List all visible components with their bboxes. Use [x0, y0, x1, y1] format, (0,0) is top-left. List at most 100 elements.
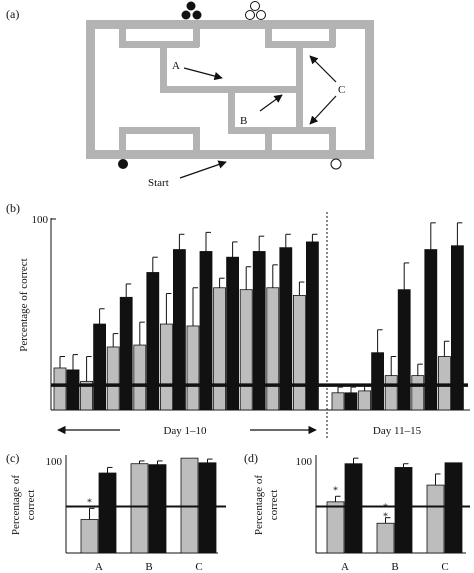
- panel-d-y-axis-label-line2: correct: [268, 490, 280, 521]
- panel-b-y-tick-100: 100: [32, 214, 49, 226]
- maze-wall: [119, 29, 126, 47]
- bar-gray: [426, 484, 445, 554]
- maze-wall: [228, 86, 235, 134]
- panel-c-label: (c): [6, 451, 19, 465]
- arrow-c-top: [309, 55, 337, 83]
- bar-gray: [331, 392, 345, 411]
- panel-a: (a): [6, 1, 374, 189]
- bar-gray: [130, 463, 149, 554]
- filled-cue-icon: [181, 10, 191, 20]
- panel-b-y-axis-label: Percentage of correct: [18, 258, 30, 351]
- maze-wall: [265, 41, 335, 48]
- significance-marker: *: [383, 503, 388, 514]
- bar-gray: [159, 323, 173, 411]
- bar-black: [66, 369, 80, 411]
- arrow-b: [259, 94, 283, 112]
- panel-b-label: (b): [6, 201, 20, 215]
- bar-gray: [326, 501, 345, 554]
- maze-wall: [193, 127, 200, 150]
- panel-a-label: (a): [6, 7, 19, 21]
- bar-gray: [358, 390, 372, 411]
- bar-black: [397, 289, 411, 411]
- maze-wall: [160, 48, 167, 92]
- maze-wall: [119, 41, 199, 48]
- bar-gray: [186, 325, 200, 411]
- period-2-label: Day 11–15: [373, 425, 422, 437]
- panel-c-x-tick-b: B: [145, 561, 152, 573]
- panel-c-x-tick-c: C: [195, 561, 202, 573]
- panel-c: (c) 100 Percentage of correct A * B C: [6, 451, 226, 573]
- significance-marker: *: [383, 512, 388, 523]
- bar-gray: [384, 375, 398, 411]
- maze-start-label: Start: [148, 177, 169, 189]
- bar-gray: [53, 367, 67, 411]
- maze-wall: [86, 20, 95, 159]
- bar-black: [371, 352, 385, 411]
- arrow-start: [179, 160, 227, 179]
- significance-marker: *: [87, 497, 92, 508]
- filled-cue-icon: [118, 159, 128, 169]
- bar-black: [119, 296, 133, 411]
- panel-c-y-axis-label-line1: Percentage of: [10, 475, 22, 535]
- panel-c-y-tick-100: 100: [46, 456, 63, 468]
- bar-gray: [133, 344, 147, 411]
- maze-wall: [86, 20, 374, 29]
- filled-cue-icon: [192, 10, 202, 20]
- panel-d-label: (d): [244, 451, 258, 465]
- significance-marker: *: [333, 485, 338, 496]
- maze-wall: [265, 127, 335, 134]
- bar-black: [148, 464, 167, 554]
- panel-b-bars: [53, 222, 464, 411]
- maze-walls: [86, 20, 374, 159]
- bar-black: [344, 392, 358, 411]
- bar-black: [344, 463, 363, 554]
- open-cue-icon: [330, 158, 342, 170]
- maze-label-b: B: [240, 115, 247, 127]
- filled-cue-icon: [186, 1, 196, 11]
- maze-wall: [86, 150, 374, 159]
- maze-wall: [329, 127, 336, 150]
- panel-d-bars: A*B**C: [326, 457, 463, 573]
- bar-gray: [437, 356, 451, 411]
- open-cue-icon: [256, 10, 266, 20]
- bar-black: [98, 472, 117, 554]
- panel-d-x-tick-a: A: [341, 561, 349, 573]
- maze-wall: [329, 29, 336, 47]
- bar-black: [394, 467, 413, 554]
- reward-cues-top: [181, 1, 266, 20]
- panel-c-bars: A * B C: [80, 457, 217, 573]
- maze-wall: [193, 29, 200, 47]
- maze-label-c: C: [338, 84, 345, 96]
- bar-gray: [239, 289, 253, 411]
- maze-wall: [119, 127, 199, 134]
- bar-gray: [80, 519, 99, 554]
- open-cue-icon: [245, 10, 255, 20]
- arrow-c-bottom: [309, 95, 337, 125]
- bar-black: [93, 323, 106, 411]
- bar-gray: [411, 375, 425, 411]
- panel-d-x-tick-b: B: [391, 561, 398, 573]
- bar-gray: [292, 294, 306, 411]
- bar-gray: [266, 287, 280, 411]
- maze-wall: [296, 86, 303, 134]
- maze-wall: [296, 48, 303, 93]
- bar-black: [146, 272, 160, 411]
- panel-c-y-axis-label-line2: correct: [25, 490, 37, 521]
- bar-gray: [376, 522, 395, 554]
- open-cue-icon: [250, 1, 260, 11]
- panel-d: (d) 100 Percentage of correct A*B**C: [244, 451, 470, 573]
- arrow-a: [183, 67, 223, 81]
- panel-d-x-tick-c: C: [441, 561, 448, 573]
- bar-black: [226, 256, 240, 411]
- maze-wall: [265, 29, 272, 47]
- panel-d-y-tick-100: 100: [296, 456, 313, 468]
- maze-wall: [365, 20, 374, 159]
- bar-black: [444, 462, 463, 554]
- period-1-label: Day 1–10: [163, 425, 207, 437]
- bar-gray: [106, 346, 120, 411]
- maze-wall: [265, 127, 272, 150]
- bar-black: [198, 462, 217, 554]
- panel-b: (b) 100 Percentage of correct Day 1–10 D…: [6, 201, 470, 438]
- panel-d-y-axis-label-line1: Percentage of: [253, 475, 265, 535]
